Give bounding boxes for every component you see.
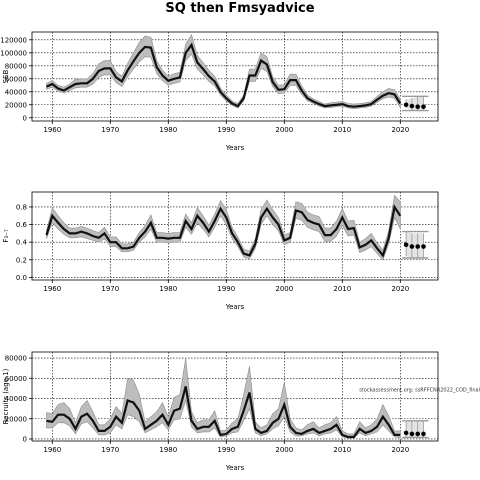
projection-point-2021 (403, 102, 409, 108)
ytick-label-0: 0.0 (16, 274, 27, 282)
annotation-text: stockassessment.org: ssRFFCNR2022_COD_fi… (359, 387, 480, 393)
projection-point-2024 (421, 104, 426, 110)
xtick-label-1970: 1970 (101, 126, 119, 134)
projection-point-2022 (409, 103, 415, 109)
xtick-label-1990: 1990 (217, 126, 235, 134)
ytick-label-4: 80000 (5, 355, 27, 363)
confidence-band (46, 33, 401, 110)
xtick-label-2020: 2020 (391, 285, 409, 293)
panel-1: 1960 1970 1980 1990 2000 2010 2020 0 20000 40000 6… (0, 31, 439, 152)
xtick-label-2000: 2000 (275, 126, 293, 134)
xtick-label-1980: 1980 (159, 446, 177, 454)
panel-3: 1960 1970 1980 1990 2000 2010 2020 0 20000 40000 6… (2, 351, 480, 472)
ytick-label-2: 0.4 (16, 239, 28, 247)
ytick-label-2: 40000 (5, 395, 27, 403)
xtick-label-1960: 1960 (43, 285, 61, 293)
estimate-line (46, 386, 401, 439)
projection-point-2021 (403, 242, 409, 248)
projection-point-2024 (421, 431, 426, 437)
ytick-label-2: 40000 (5, 88, 27, 96)
projection-band (406, 96, 424, 111)
x-axis-label: Years (225, 464, 245, 472)
ytick-label-4: 0.8 (16, 203, 27, 211)
axes-frame (31, 351, 439, 442)
ytick-label-3: 60000 (5, 75, 27, 83)
xtick-label-2010: 2010 (333, 126, 351, 134)
xtick-label-1980: 1980 (159, 285, 177, 293)
x-axis-label: Years (225, 303, 245, 311)
estimate-line (46, 42, 402, 108)
projection-point-2022 (409, 244, 415, 249)
xtick-label-1960: 1960 (43, 446, 61, 454)
xtick-label-1990: 1990 (217, 285, 235, 293)
ytick-label-1: 20000 (5, 415, 27, 423)
projection-point-2023 (415, 431, 421, 437)
ytick-label-6: 120000 (0, 36, 27, 44)
projection-band (406, 420, 424, 438)
estimate-line (45, 204, 402, 258)
xtick-label-1970: 1970 (101, 446, 119, 454)
axes-frame (31, 31, 439, 122)
projection-point-2022 (409, 431, 415, 437)
ytick-label-1: 20000 (5, 101, 27, 109)
xtick-label-2000: 2000 (275, 285, 293, 293)
ytick-label-3: 0.6 (16, 221, 28, 229)
xtick-label-1960: 1960 (43, 126, 61, 134)
projection-band (406, 231, 424, 258)
y-axis-label: Recruits (age 1) (2, 368, 10, 424)
xtick-label-1980: 1980 (159, 126, 177, 134)
ytick-label-4: 80000 (5, 62, 27, 70)
xtick-label-1970: 1970 (101, 285, 119, 293)
x-axis-label: Years (225, 144, 245, 152)
ytick-label-0: 0 (23, 114, 27, 122)
xtick-label-2010: 2010 (333, 285, 351, 293)
y-axis-label: SSB (2, 69, 10, 83)
xtick-label-1990: 1990 (217, 446, 235, 454)
xtick-label-2020: 2020 (391, 126, 409, 134)
panels: 1960 1970 1980 1990 2000 2010 2020020000400006… (0, 31, 480, 472)
axes-frame (31, 191, 439, 281)
projection-point-2021 (403, 430, 409, 436)
confidence-band (46, 358, 401, 439)
xtick-label-2000: 2000 (275, 446, 293, 454)
xtick-label-2010: 2010 (333, 446, 351, 454)
projection-point-2023 (415, 244, 421, 249)
ytick-label-3: 60000 (5, 375, 27, 383)
projection-point-2023 (415, 104, 421, 110)
y-axis-label: F₃₋₇ (2, 229, 10, 243)
ytick-label-5: 100000 (0, 49, 27, 57)
panel-2: 1960 1970 1980 1990 2000 2010 2020 0.0 0.2 0.4 0.6… (2, 191, 439, 311)
ytick-label-1: 0.2 (16, 256, 27, 264)
projection-point-2024 (421, 244, 426, 249)
ytick-label-0: 0 (23, 435, 27, 443)
figure-title: SQ then Fmsyadvice (165, 1, 314, 16)
xtick-label-2020: 2020 (391, 446, 409, 454)
